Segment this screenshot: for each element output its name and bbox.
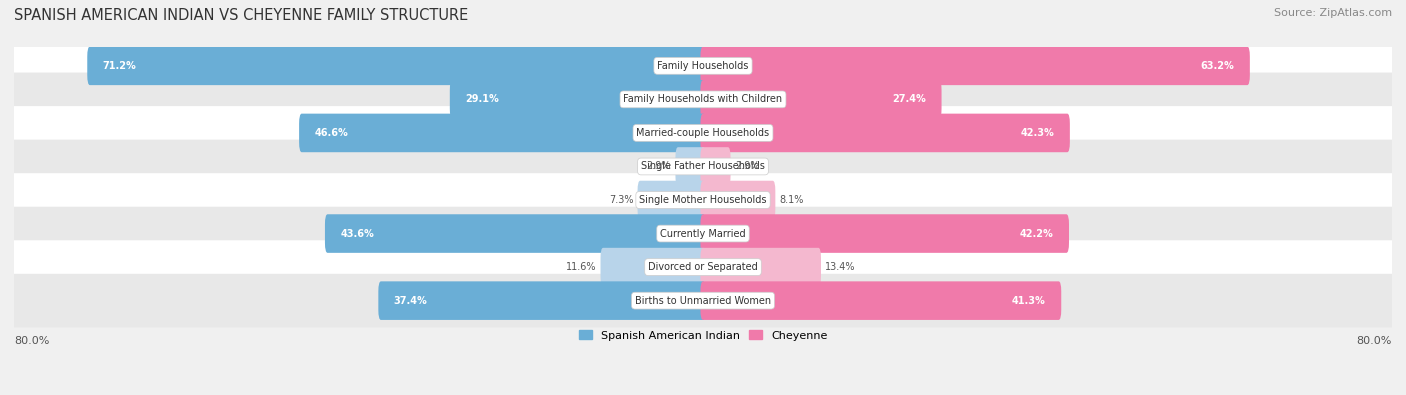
FancyBboxPatch shape [637,181,706,219]
FancyBboxPatch shape [87,47,706,85]
Text: 27.4%: 27.4% [893,94,927,104]
Text: 41.3%: 41.3% [1012,295,1046,306]
FancyBboxPatch shape [11,207,1395,260]
FancyBboxPatch shape [700,281,1062,320]
Text: 80.0%: 80.0% [14,336,49,346]
FancyBboxPatch shape [11,173,1395,227]
Text: Married-couple Households: Married-couple Households [637,128,769,138]
FancyBboxPatch shape [700,181,775,219]
Text: Births to Unmarried Women: Births to Unmarried Women [636,295,770,306]
FancyBboxPatch shape [378,281,706,320]
Text: 11.6%: 11.6% [565,262,596,272]
FancyBboxPatch shape [700,248,821,286]
Text: Family Households with Children: Family Households with Children [623,94,783,104]
Text: 63.2%: 63.2% [1201,61,1234,71]
Text: 71.2%: 71.2% [103,61,136,71]
Text: Single Father Households: Single Father Households [641,162,765,171]
FancyBboxPatch shape [11,39,1395,93]
Text: 42.2%: 42.2% [1019,229,1053,239]
FancyBboxPatch shape [675,147,706,186]
FancyBboxPatch shape [700,214,1069,253]
Text: Source: ZipAtlas.com: Source: ZipAtlas.com [1274,8,1392,18]
FancyBboxPatch shape [450,80,706,118]
FancyBboxPatch shape [700,80,942,118]
Text: 2.9%: 2.9% [647,162,671,171]
FancyBboxPatch shape [11,73,1395,126]
Text: 37.4%: 37.4% [394,295,427,306]
Text: 13.4%: 13.4% [825,262,856,272]
FancyBboxPatch shape [11,106,1395,160]
Text: 2.9%: 2.9% [735,162,759,171]
FancyBboxPatch shape [11,274,1395,327]
FancyBboxPatch shape [600,248,706,286]
Text: 7.3%: 7.3% [609,195,633,205]
Text: 43.6%: 43.6% [340,229,374,239]
Text: 42.3%: 42.3% [1021,128,1054,138]
Text: Family Households: Family Households [658,61,748,71]
Text: 80.0%: 80.0% [1357,336,1392,346]
Text: Divorced or Separated: Divorced or Separated [648,262,758,272]
FancyBboxPatch shape [700,47,1250,85]
FancyBboxPatch shape [11,140,1395,193]
Text: 29.1%: 29.1% [465,94,499,104]
FancyBboxPatch shape [11,240,1395,294]
Text: SPANISH AMERICAN INDIAN VS CHEYENNE FAMILY STRUCTURE: SPANISH AMERICAN INDIAN VS CHEYENNE FAMI… [14,8,468,23]
Text: 8.1%: 8.1% [780,195,804,205]
FancyBboxPatch shape [299,114,706,152]
Text: Single Mother Households: Single Mother Households [640,195,766,205]
FancyBboxPatch shape [700,114,1070,152]
Legend: Spanish American Indian, Cheyenne: Spanish American Indian, Cheyenne [574,326,832,345]
Text: Currently Married: Currently Married [661,229,745,239]
Text: 46.6%: 46.6% [315,128,349,138]
FancyBboxPatch shape [700,147,731,186]
FancyBboxPatch shape [325,214,706,253]
